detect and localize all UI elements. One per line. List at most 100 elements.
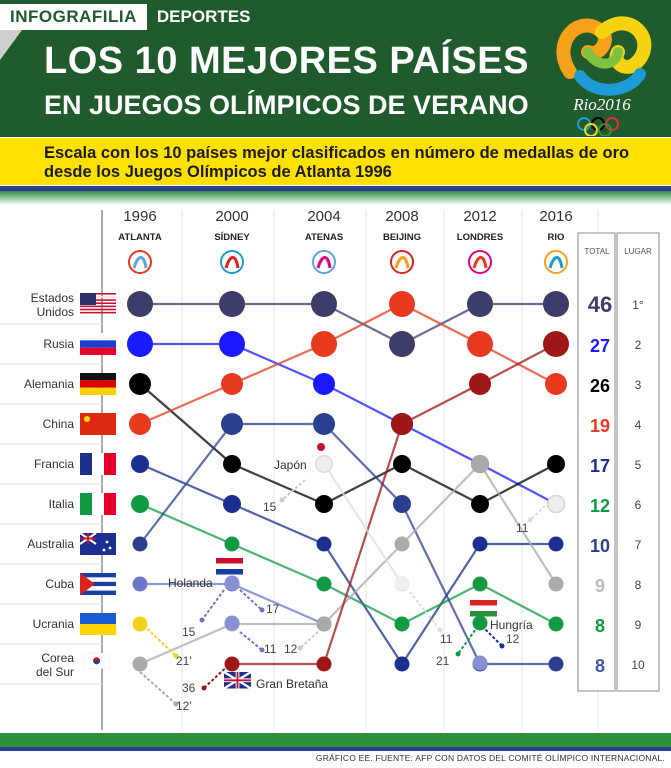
arrow-head [201, 685, 207, 691]
netherlands-flag-icon [216, 558, 243, 575]
series-segment [323, 543, 403, 625]
total-value: 17 [590, 456, 610, 476]
outside-rank-label: 12' [176, 699, 192, 713]
data-point [394, 616, 410, 632]
data-point [313, 373, 335, 395]
outside-rank-label: 11 [440, 632, 453, 646]
arrow-head [499, 643, 505, 649]
data-point [394, 656, 410, 672]
data-point [467, 331, 493, 357]
total-value: 26 [590, 376, 610, 396]
brand-bar: INFOGRAFILIA DEPORTES [0, 4, 260, 30]
outside-arrow [281, 479, 306, 501]
year-label: 2016 [539, 208, 572, 225]
page-title-line1: LOS 10 MEJORES PAÍSES [44, 40, 529, 82]
data-point [393, 455, 411, 473]
outside-point [224, 615, 240, 631]
arrow-head [259, 607, 265, 613]
section-name[interactable]: DEPORTES [156, 7, 251, 26]
data-point [543, 291, 569, 317]
annotation-label: Holanda [168, 576, 213, 590]
outside-rank-label: 21 [436, 654, 450, 668]
outside-point [472, 615, 488, 631]
data-point [316, 616, 332, 632]
outside-arrow [457, 625, 479, 655]
place-value: 5 [635, 458, 642, 472]
total-value: 46 [588, 292, 612, 317]
logo-text: Rio2016 [572, 95, 631, 114]
green-divider [0, 191, 671, 205]
year-label: 1996 [123, 208, 156, 225]
series-segment [139, 383, 233, 465]
series-segment [479, 583, 557, 625]
data-point [311, 291, 337, 317]
russia-flag-icon [80, 333, 116, 355]
germany-flag-icon [80, 373, 116, 395]
chart: 1996ATLANTA2000SÍDNEY2004ATENAS2008BEIJI… [0, 208, 660, 730]
data-point [224, 656, 240, 672]
series-segment [323, 383, 403, 425]
city-label: RIO [548, 232, 565, 243]
arrow-head [173, 653, 179, 659]
outside-point [472, 655, 488, 671]
data-point [472, 576, 488, 592]
rio2016-logo-icon: Rio2016 [556, 16, 652, 136]
series-segment [401, 383, 481, 425]
total-value: 27 [590, 336, 610, 356]
year-label: 2004 [307, 208, 340, 225]
series-segment [479, 343, 557, 385]
series-segment [231, 582, 325, 626]
athens-emblem-icon [312, 250, 336, 274]
data-point [469, 373, 491, 395]
country-label: Cuba [45, 577, 74, 591]
column-headers: 1996 ATLANTA 2000 SÍDNEY 2004 ATENAS 2008 BEIJI… [118, 208, 573, 274]
place-value: 7 [635, 538, 642, 552]
annotation-label: Japón [274, 458, 307, 472]
data-point [548, 576, 564, 592]
series-segment [231, 462, 325, 506]
data-point [221, 413, 243, 435]
atlanta-emblem-icon [128, 250, 152, 274]
series-segment [323, 463, 403, 585]
outside-point [316, 456, 332, 472]
outside-rank-label: 17 [266, 602, 280, 616]
data-point [129, 413, 151, 435]
series-segment [401, 583, 481, 625]
outside-rank-label: 12 [506, 632, 520, 646]
hungary-flag-icon [470, 600, 497, 617]
sydney-emblem-icon [220, 250, 244, 274]
data-point [311, 331, 337, 357]
data-point [315, 495, 333, 513]
country-label: Estados [31, 291, 74, 305]
country-label: Ucrania [33, 617, 75, 631]
total-value: 8 [595, 656, 605, 676]
data-point [316, 576, 332, 592]
outside-rank-label: 12 [284, 642, 298, 656]
data-point [219, 291, 245, 317]
source-note: GRÁFICO EE. FUENTE: AFP CON DATOS DEL CO… [315, 753, 665, 763]
arrow-head [279, 497, 285, 503]
data-point [132, 536, 148, 552]
japan-flag-icon [317, 443, 325, 451]
france-flag-icon [80, 453, 116, 475]
beijing-emblem-icon [390, 250, 414, 274]
country-label: Corea [41, 651, 74, 665]
country-label: China [43, 417, 75, 431]
country-label: Italia [49, 497, 75, 511]
brand-name[interactable]: INFOGRAFILIA [0, 4, 147, 30]
outside-arrow [529, 505, 546, 521]
uk-flag-icon [223, 671, 252, 690]
corner-fold [0, 30, 22, 60]
arrow-head [297, 645, 303, 651]
annotations: Japón Holanda Gran Bretaña Hungría 15 17 15 11 1… [139, 443, 564, 713]
italy-flag-icon [80, 493, 116, 515]
total-value: 19 [590, 416, 610, 436]
data-point [316, 656, 332, 672]
outside-arrow [409, 591, 441, 631]
data-point [467, 291, 493, 317]
outside-rank-label: 11 [516, 521, 529, 535]
city-label: LONDRES [457, 232, 503, 243]
data-point [391, 413, 413, 435]
outside-point [548, 496, 564, 512]
place-value: 4 [635, 418, 642, 432]
